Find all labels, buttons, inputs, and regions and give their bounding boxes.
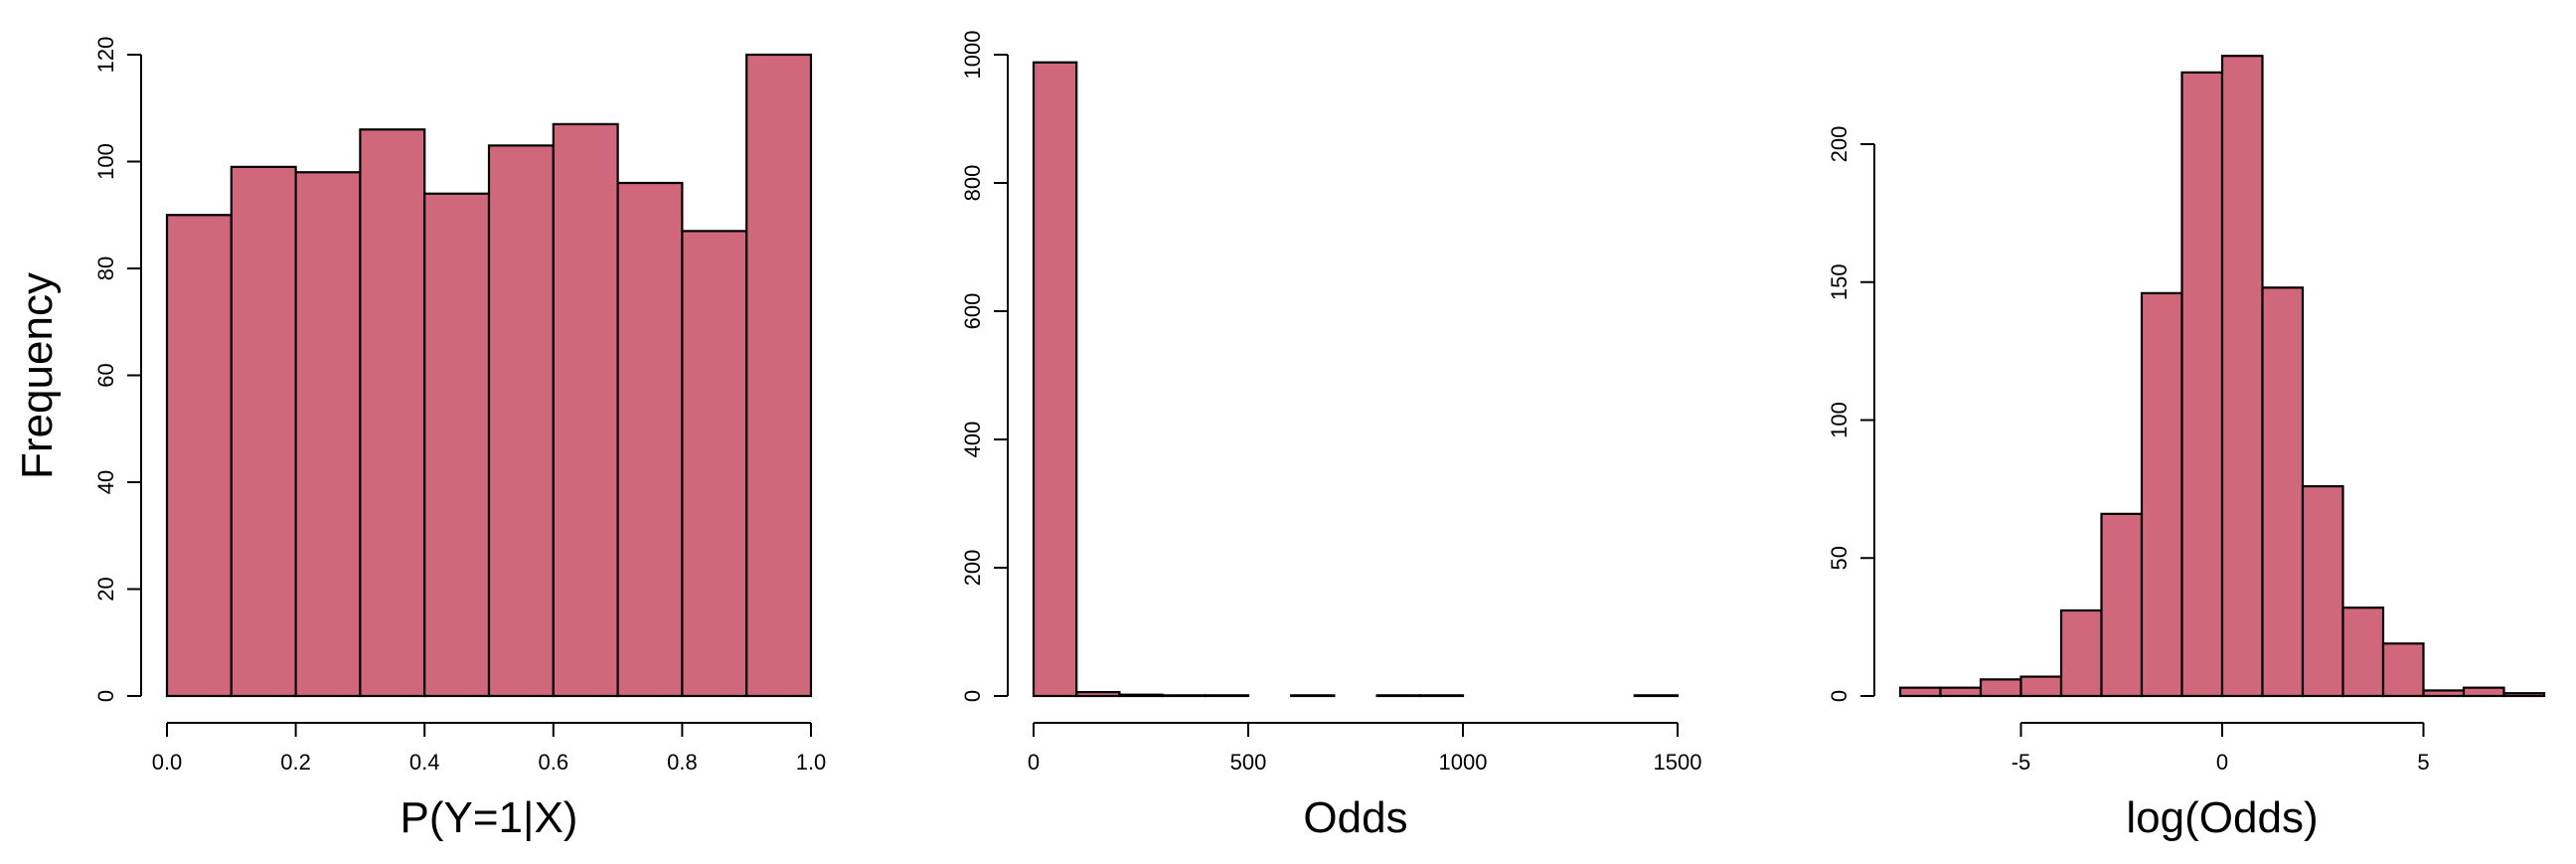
histogram-bar [2140, 291, 2183, 698]
y-tick-label: 200 [960, 550, 985, 587]
y-tick-label: 400 [960, 422, 985, 458]
histogram-bar [2422, 689, 2466, 698]
x-tick-label: 5 [2417, 750, 2429, 775]
y-tick-label: 1000 [960, 31, 985, 80]
y-tick-label: 20 [93, 577, 118, 601]
histogram-bar [552, 122, 619, 698]
y-tick-label: 600 [960, 293, 985, 330]
x-tick-label: 0.6 [539, 750, 569, 775]
x-tick-label: 0 [2216, 750, 2228, 775]
histogram-bar [2341, 606, 2385, 698]
y-tick-label: 0 [93, 690, 118, 702]
y-tick-label: 150 [1827, 263, 1852, 300]
histogram-bar [2180, 71, 2224, 698]
histogram-bar [423, 192, 491, 698]
histogram-bar [1118, 693, 1164, 698]
histogram-bar [2261, 286, 2305, 698]
histogram-bar [1939, 686, 1983, 698]
y-tick-label: 80 [93, 257, 118, 280]
x-tick-label: 1000 [1439, 750, 1488, 775]
y-tick-label: 100 [93, 143, 118, 180]
histogram-bar [230, 165, 297, 698]
histogram-bar [359, 128, 426, 698]
x-tick-label: 0.2 [280, 750, 311, 775]
y-tick-label: 0 [1827, 690, 1852, 702]
y-tick-label: 0 [960, 690, 985, 702]
y-tick-label: 200 [1827, 126, 1852, 163]
x-tick-label: 500 [1230, 750, 1267, 775]
histogram-bar [294, 171, 362, 698]
histogram-bar [1075, 691, 1121, 698]
y-tick-label: 40 [93, 470, 118, 494]
histogram-bar [1898, 686, 1942, 698]
histogram-bar [1418, 694, 1465, 698]
histogram-bar [2220, 55, 2264, 698]
x-tick-label: 1500 [1654, 750, 1702, 775]
histogram-bar [616, 181, 684, 698]
y-tick-label: 60 [93, 363, 118, 387]
y-axis-title: Frequency [13, 272, 62, 479]
y-tick-label: 100 [1827, 402, 1852, 438]
histogram-bar [1161, 694, 1207, 698]
histogram-bar [2502, 692, 2546, 698]
histogram-panel-2: 0 500 1000 1500 0 200 400 600 800 1000 Odds [960, 31, 1701, 842]
histogram-bar [1633, 694, 1680, 698]
x-tick-label: 0.0 [152, 750, 183, 775]
histogram-bar [2100, 512, 2144, 698]
histogram-bar [2059, 608, 2103, 698]
histogram-bar [1032, 61, 1078, 698]
y-tick-label: 120 [93, 37, 118, 74]
histogram-bar [1290, 694, 1336, 698]
histogram-panel-1: 0.0 0.2 0.4 0.6 0.8 1.0 0 20 40 60 80 100 120 P(Y=1|X… [93, 37, 826, 842]
histogram-bar [1375, 694, 1421, 698]
y-tick-label: 800 [960, 165, 985, 202]
histogram-bar [2462, 686, 2505, 698]
histogram-bar [2301, 485, 2344, 698]
x-axis-title: log(Odds) [2126, 793, 2318, 842]
x-axis-title: P(Y=1|X) [401, 793, 578, 842]
histogram-bar [2019, 675, 2063, 698]
histogram-bar [165, 214, 233, 698]
histogram-bar [1979, 678, 2022, 698]
x-tick-label: 0 [1028, 750, 1040, 775]
histogram-bar [487, 144, 555, 698]
histogram-bar [2381, 642, 2425, 698]
x-tick-label: 0.8 [667, 750, 698, 775]
histogram-bar [745, 53, 813, 698]
histogram-bar [681, 230, 748, 698]
histogram-bar [1204, 694, 1250, 698]
x-tick-label: 0.4 [409, 750, 440, 775]
x-axis-title: Odds [1303, 793, 1407, 842]
x-tick-label: 1.0 [796, 750, 827, 775]
x-tick-label: -5 [2012, 750, 2031, 775]
y-tick-label: 50 [1827, 546, 1852, 570]
